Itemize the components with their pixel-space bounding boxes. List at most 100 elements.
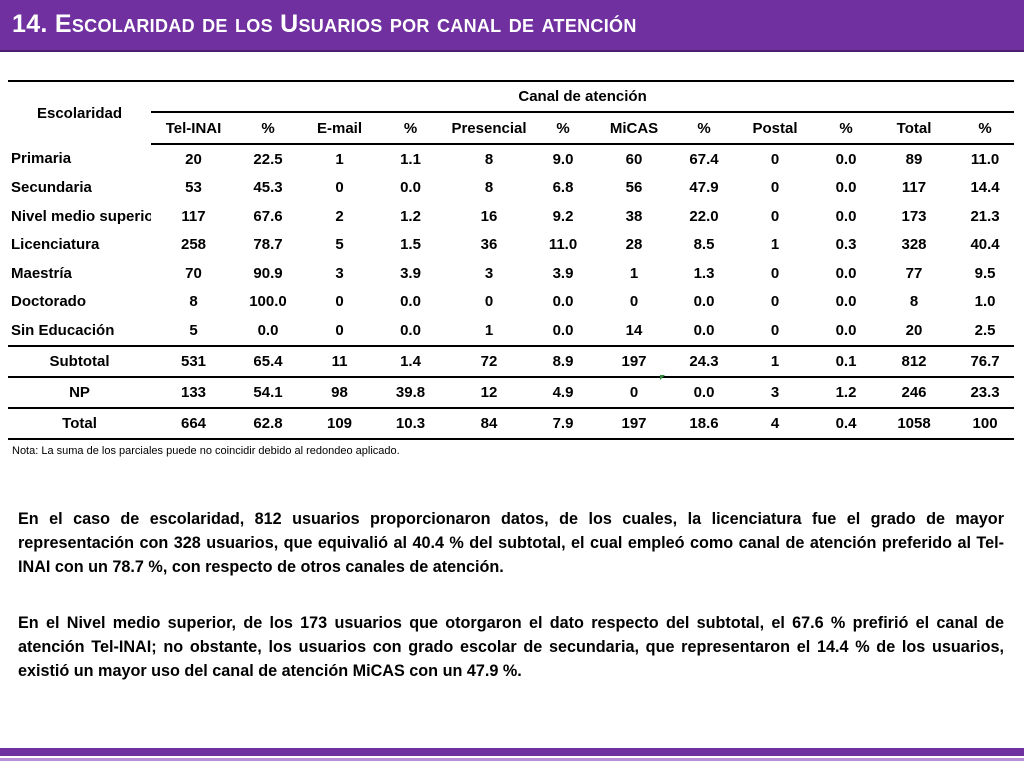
table-cell: 6.8 [552,179,574,197]
table-cell: 78.7 [253,236,283,254]
table-cell: 197 [590,344,678,377]
table-cell: 76.7 [956,344,1015,377]
row-label: Doctorado [11,293,86,311]
table-cell: 258 [180,236,207,254]
table-cell: 1 [629,264,639,282]
table-cell: 77 [905,264,923,282]
table-cell: 109 [300,406,379,440]
row-label: Nivel medio superior [11,207,151,225]
table-cell: 1058 [872,406,956,440]
table-cell: 0.1 [820,344,872,377]
table-cell: 98 [300,375,379,408]
table-row: Total 664 62.8 109 10.3 84 7.9 197 18.6 4 0.4 1058 1… [8,406,1015,440]
table-cell: 3 [335,264,344,282]
table-cell: 0 [629,293,639,311]
table-cell: 3.9 [400,264,421,282]
column-header-10: Total [872,112,956,145]
table-cell: 1 [730,344,820,377]
table-cell: 3.9 [552,264,574,282]
table-cell: 8.9 [536,344,590,377]
cell-marker-icon [660,375,665,380]
table-cell: 5 [189,321,198,339]
column-header-2: E-mail [300,112,379,145]
table-cell: 8 [484,179,494,197]
table-cell: 0.0 [835,321,857,339]
table-cell: 8 [484,150,494,168]
table-cell: 54.1 [236,375,300,408]
table-cell: 9.5 [974,264,996,282]
table-cell: 22.5 [253,150,283,168]
table-cell: 5 [335,236,344,254]
bottom-bar [0,748,1024,756]
table-cell: 9.2 [552,207,574,225]
table-row: Maestría 70 90.9 3 3.9 3 3.9 1 1.3 0 0.0 77 9.5 [8,259,1014,288]
table-cell: 0.0 [835,293,857,311]
table-cell: 28 [625,236,643,254]
table-cell: 173 [901,207,927,225]
table-cell: 0 [335,321,344,339]
table-cell: 21.3 [970,207,1000,225]
table-cell: 100 [956,406,1015,440]
table-cell: 0 [335,293,344,311]
table-cell: 1.5 [400,236,421,254]
table-cell: 8 [189,293,198,311]
title-bar: 14. Escolaridad de los Usuarios por cana… [0,0,1024,52]
table-cell: 38 [625,207,643,225]
table-cell: 8.5 [693,236,715,254]
table-cell: 20 [905,321,923,339]
table-cell: 1.2 [400,207,421,225]
table-row: NP 133 54.1 98 39.8 12 4.9 0 0.0 3 1.2 246 23.3 [8,375,1015,408]
table-row: Subtotal 531 65.4 11 1.4 72 8.9 197 24.3 1 0.1 812 7… [8,344,1015,377]
row-label: Primaria [11,150,72,168]
table-cell: 45.3 [253,179,283,197]
column-header-11: % [956,112,1015,145]
table-cell: 72 [442,344,536,377]
table-cell: 16 [480,207,498,225]
table-cell: 47.9 [689,179,719,197]
table-cell: 56 [625,179,643,197]
table-cell: 0.0 [552,321,574,339]
table-cell: 664 [151,406,236,440]
row-label: Maestría [11,264,72,282]
table-cell: 10.3 [379,406,442,440]
table-cell: 0.3 [835,236,857,254]
column-header-3: % [379,112,442,145]
column-header-1: % [236,112,300,145]
table-cell: 0.0 [835,264,857,282]
column-header-6: MiCAS [590,112,678,145]
table-cell: 0 [770,321,780,339]
column-header-7: % [678,112,730,145]
subheader-row: Tel-INAI% E-mail% Presencial% MiCAS% Postal%… [8,112,1015,145]
table-row: Primaria 20 22.5 1 1.1 8 9.0 60 67.4 0 0.0 89 11.0 [8,144,1014,174]
table-cell: 60 [625,150,643,168]
paragraph-2: En el Nivel medio superior, de los 173 u… [18,614,1004,680]
bottom-bar-line [0,758,1024,761]
table-cell: 70 [185,264,202,282]
table-cell: 0.4 [820,406,872,440]
table-cell: 0.0 [835,207,857,225]
table-row: Doctorado 8 100.0 0 0.0 0 0.0 0 0.0 0 0.0 8 1.0 [8,288,1014,317]
table-cell: 67.6 [253,207,283,225]
table-cell: 1.0 [974,293,996,311]
table-cell: 1 [335,150,344,168]
table-cell: 0.0 [552,293,574,311]
table-cell: 89 [905,150,923,168]
table-cell: 67.4 [689,150,719,168]
table-cell: 11.0 [548,236,578,254]
row-label: Licenciatura [11,236,100,254]
table-row: Licenciatura 258 78.7 5 1.5 36 11.0 28 8.5 1 0.3 32… [8,231,1014,260]
table-cell: 11 [300,344,379,377]
table-cell: 0.0 [257,321,279,339]
table-cell: 7.9 [536,406,590,440]
table-row: Nivel medio superior 117 67.6 2 1.2 16 9.2 38 22… [8,202,1014,231]
table-cell: 1 [484,321,494,339]
row-label: Sin Educación [11,321,115,339]
table-cell: 0 [770,207,780,225]
table-row: Sin Educación 5 0.0 0 0.0 1 0.0 14 0.0 0 0.0 20 2.5 [8,316,1014,346]
table-body: Primaria 20 22.5 1 1.1 8 9.0 60 67.4 0 0.0 89 11.0 Se… [8,144,1015,440]
paragraph-1: En el caso de escolaridad, 812 usuarios … [18,510,1004,576]
table-cell: 84 [442,406,536,440]
table-cell: 0.0 [835,150,857,168]
row-label: Secundaria [11,179,92,197]
table-cell: 0.0 [678,375,730,408]
